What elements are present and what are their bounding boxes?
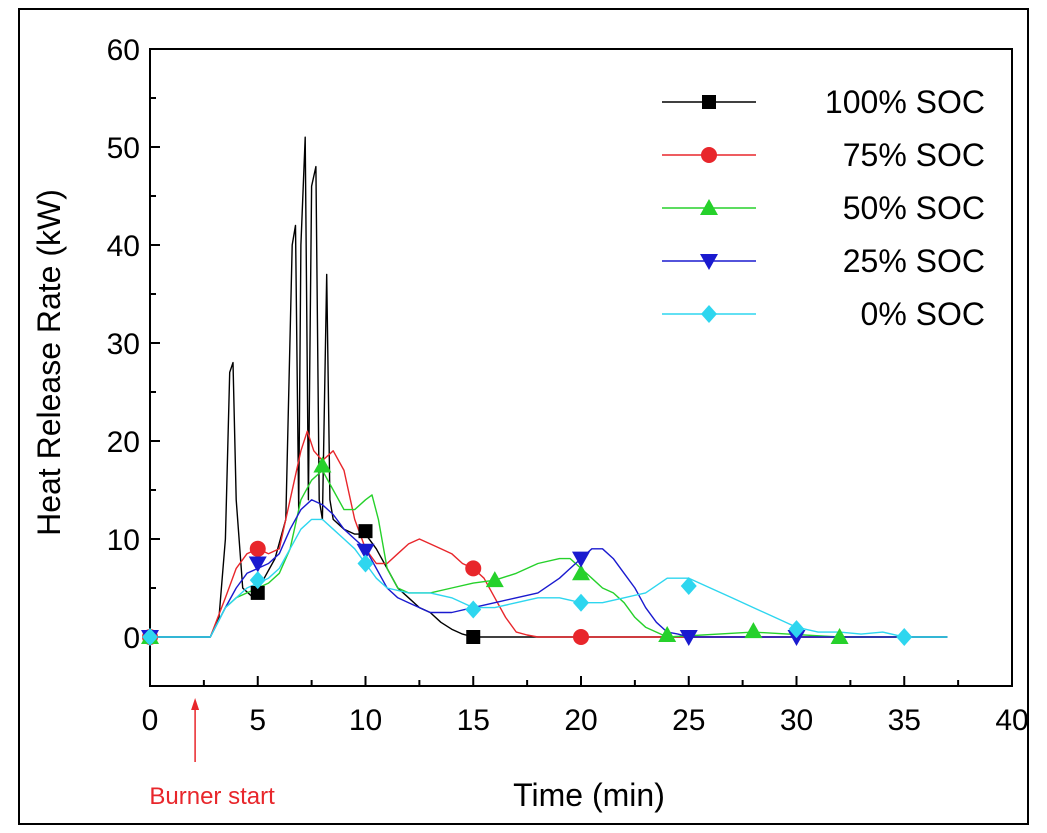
- legend-marker-25pct-soc: [700, 254, 718, 270]
- legend-label-75pct-soc: 75% SOC: [843, 137, 985, 173]
- marker-0pct-soc: [357, 554, 374, 573]
- y-tick-label: 30: [107, 328, 140, 361]
- marker-50pct-soc: [830, 628, 849, 644]
- x-axis-ticks: 0 5 10 15 20 25 30 35 40: [142, 676, 1029, 737]
- marker-0pct-soc: [249, 571, 266, 590]
- marker-0pct-soc: [573, 593, 589, 612]
- y-tick-label: 60: [107, 34, 140, 67]
- marker-50pct-soc: [485, 571, 504, 588]
- y-axis-ticks: 0 10 20 30 40 50 60: [107, 34, 160, 687]
- marker-50pct-soc: [313, 456, 332, 473]
- x-tick-label: 40: [995, 704, 1028, 737]
- marker-50pct-soc: [744, 622, 763, 639]
- figure-frame: [18, 8, 1029, 825]
- legend-label-25pct-soc: 25% SOC: [843, 243, 985, 279]
- burner-start-arrow-head: [191, 698, 200, 710]
- legend-marker-75pct-soc: [701, 147, 717, 163]
- x-tick-label: 30: [780, 704, 813, 737]
- marker-50pct-soc: [658, 626, 677, 643]
- x-tick-label: 15: [457, 704, 490, 737]
- x-tick-label: 5: [249, 704, 266, 737]
- series-line-0pct-soc: [150, 518, 948, 638]
- marker-50pct-soc: [572, 564, 590, 581]
- legend-marker-100pct-soc: [702, 95, 716, 109]
- series-line-75pct-soc: [150, 430, 948, 638]
- y-axis-title: Heat Release Rate (kW): [31, 189, 67, 536]
- marker-100pct-soc: [250, 585, 265, 600]
- x-tick-label: 0: [142, 704, 159, 737]
- marker-0pct-soc: [465, 600, 482, 619]
- marker-0pct-soc: [680, 577, 697, 596]
- marker-0pct-soc: [142, 628, 158, 646]
- x-tick-label: 10: [349, 704, 382, 737]
- x-tick-label: 20: [564, 704, 597, 737]
- legend-marker-50pct-soc: [700, 199, 718, 215]
- burner-start-annotation: Burner start: [149, 698, 275, 810]
- marker-100pct-soc: [358, 524, 373, 539]
- legend-marker-0pct-soc: [701, 305, 717, 323]
- marker-75pct-soc: [465, 560, 482, 577]
- series-lines: [150, 136, 948, 638]
- marker-25pct-soc: [356, 543, 375, 560]
- marker-75pct-soc: [249, 540, 266, 557]
- marker-100pct-soc: [466, 630, 481, 644]
- series-markers: [141, 456, 913, 646]
- y-tick-label: 20: [107, 426, 140, 459]
- marker-0pct-soc: [896, 628, 913, 646]
- legend-label-0pct-soc: 0% SOC: [861, 296, 985, 332]
- legend-label-100pct-soc: 100% SOC: [825, 84, 985, 120]
- legend-label-50pct-soc: 50% SOC: [843, 190, 985, 226]
- legend: 100% SOC 75% SOC 50% SOC 25% SOC 0% SOC: [662, 84, 985, 332]
- x-axis-title: Time (min): [513, 777, 665, 813]
- y-tick-label: 50: [107, 132, 140, 165]
- x-tick-label: 35: [888, 704, 921, 737]
- y-tick-label: 0: [123, 622, 140, 655]
- marker-75pct-soc: [573, 629, 589, 645]
- x-tick-label: 25: [672, 704, 705, 737]
- marker-25pct-soc: [679, 630, 698, 646]
- marker-25pct-soc: [248, 556, 267, 573]
- y-tick-label: 10: [107, 524, 140, 557]
- burner-start-label: Burner start: [149, 783, 275, 810]
- marker-0pct-soc: [788, 620, 805, 639]
- marker-25pct-soc: [572, 551, 590, 568]
- y-tick-label: 40: [107, 230, 140, 263]
